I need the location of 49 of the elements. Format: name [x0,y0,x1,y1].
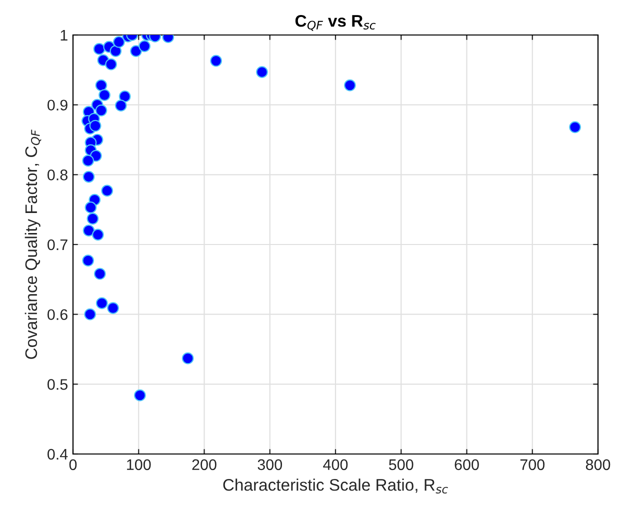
x-tick-label: 800 [586,459,610,470]
x-tick-label: 0 [69,459,77,470]
x-tick-label: 700 [520,459,545,470]
x-tick-label: 200 [192,459,216,470]
point [569,121,581,134]
x-tick-label: 300 [258,459,282,470]
y-tick-label: 0.8 [48,170,68,180]
x-tick-label: 100 [127,459,151,470]
point [138,40,150,52]
x-tick-label: 400 [323,459,348,470]
point [89,120,102,132]
chart-title: C$_{QF}$ vs R$_{sc}$ [295,15,376,31]
point [344,79,356,92]
y-tick-label: 0.7 [48,239,68,250]
point [96,297,108,310]
point [84,202,97,214]
point [114,100,127,112]
point [82,154,94,167]
x-tick-label: 500 [388,459,414,470]
point [256,66,268,78]
point [82,170,95,183]
point [182,352,194,364]
x-axis-title: Characteristic Scale Ratio, R$_{sc}$ [223,478,448,494]
point [105,58,117,70]
point [130,45,142,57]
point [110,45,122,57]
point [82,254,94,266]
point [98,89,110,101]
point [93,43,106,55]
y-tick-label: 1 [60,30,68,41]
point [113,36,125,48]
point [95,79,108,92]
point [92,228,104,241]
point [86,212,99,225]
y-tick-label: 0.9 [48,100,68,111]
point [118,90,131,102]
y-tick-label: 0.6 [48,309,68,320]
point [210,54,222,67]
point [95,104,108,116]
point [94,268,106,280]
point [101,184,114,197]
point [134,389,146,402]
y-tick-label: 0.4 [48,448,68,460]
point [82,224,95,236]
point [107,302,119,314]
point [84,308,96,320]
x-tick-label: 600 [454,459,479,470]
y-tick-label: 0.5 [48,379,68,390]
y-axis-title: Covariance Quality Factor, C$_{QF}$ [24,130,42,359]
